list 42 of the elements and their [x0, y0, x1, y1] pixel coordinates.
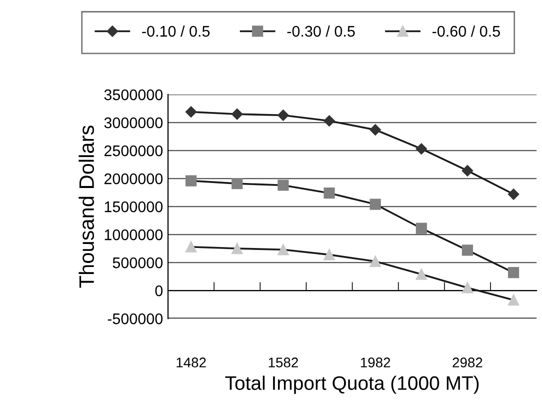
point [508, 294, 520, 306]
y-tick-label: 3500000 [104, 89, 163, 100]
point [186, 241, 197, 252]
point [370, 256, 381, 267]
y-tick-label: 2500000 [104, 145, 163, 156]
y-tick-label: -500000 [108, 313, 163, 324]
point [232, 242, 243, 254]
point [324, 249, 335, 260]
point [416, 268, 427, 280]
legend-label: -0.60 / 0.5 [432, 26, 500, 37]
y-axis-title: Thousand Dollars [78, 126, 94, 288]
point [508, 267, 520, 278]
point [185, 106, 197, 118]
point [324, 115, 335, 126]
point [370, 124, 381, 136]
x-tick-label: 1582 [268, 358, 298, 368]
point [278, 244, 289, 256]
point [462, 244, 474, 256]
legend-label: -0.10 / 0.5 [142, 26, 210, 37]
point [508, 188, 520, 200]
point [370, 198, 381, 210]
y-tick-label: 1000000 [104, 229, 163, 240]
y-tick-label: 500000 [112, 257, 163, 268]
x-tick-label: 1482 [176, 358, 206, 368]
point [278, 180, 289, 191]
point [462, 165, 474, 176]
legend-label: -0.30 / 0.5 [287, 26, 355, 37]
point [278, 110, 289, 121]
point [324, 188, 335, 199]
point [462, 282, 474, 294]
point [232, 108, 243, 120]
point [232, 178, 243, 190]
x-tick-label: 2982 [452, 358, 482, 368]
point [416, 222, 427, 234]
point [416, 143, 428, 154]
x-tick-label: 1982 [360, 358, 390, 368]
y-tick-label: 3000000 [104, 117, 163, 128]
y-tick-label: 2000000 [104, 173, 163, 184]
y-tick-label: 0 [155, 285, 163, 296]
x-axis-title: Total Import Quota (1000 MT) [225, 376, 479, 394]
y-tick-label: 1500000 [104, 201, 163, 212]
point [186, 175, 197, 186]
